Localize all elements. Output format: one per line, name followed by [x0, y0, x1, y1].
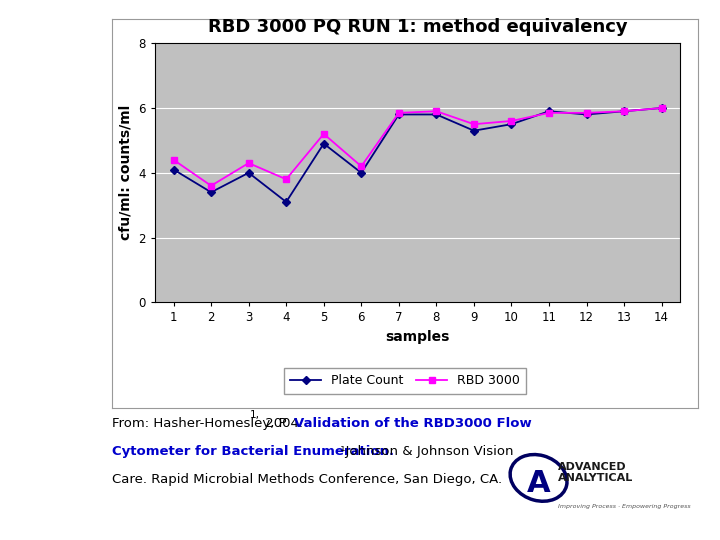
RBD 3000: [657, 105, 666, 111]
RBD 3000: [545, 110, 554, 116]
Plate Count: [244, 170, 253, 176]
RBD 3000: [244, 160, 253, 166]
Text: Improving Process · Empowering Progress: Improving Process · Empowering Progress: [558, 504, 690, 509]
Text: From: Hasher-Homesley, P.: From: Hasher-Homesley, P.: [112, 417, 288, 430]
Plate Count: [169, 166, 178, 173]
Text: ¹Johnson & Johnson Vision: ¹Johnson & Johnson Vision: [336, 446, 514, 458]
Plate Count: [582, 111, 591, 118]
RBD 3000: [169, 157, 178, 163]
Plate Count: [507, 121, 516, 127]
Plate Count: [545, 108, 554, 114]
RBD 3000: [207, 183, 215, 189]
Plate Count: [207, 189, 215, 195]
Plate Count: [320, 140, 328, 147]
RBD 3000: [395, 110, 403, 116]
Plate Count: [395, 111, 403, 118]
Text: Care. Rapid Microbial Methods Conference, San Diego, CA.: Care. Rapid Microbial Methods Conference…: [112, 472, 502, 485]
Line: RBD 3000: RBD 3000: [171, 105, 665, 189]
RBD 3000: [320, 131, 328, 137]
Plate Count: [282, 199, 291, 205]
Plate Count: [657, 105, 666, 111]
RBD 3000: [282, 176, 291, 183]
Plate Count: [432, 111, 441, 118]
Plate Count: [469, 127, 478, 134]
Text: Cytometer for Bacterial Enumeration.: Cytometer for Bacterial Enumeration.: [112, 446, 394, 458]
RBD 3000: [620, 108, 629, 114]
RBD 3000: [469, 121, 478, 127]
Text: 2004.: 2004.: [261, 417, 307, 430]
Y-axis label: cfu/ml: counts/ml: cfu/ml: counts/ml: [119, 105, 132, 240]
Text: A: A: [527, 469, 551, 498]
RBD 3000: [432, 108, 441, 114]
RBD 3000: [582, 110, 591, 116]
Plate Count: [620, 108, 629, 114]
Line: Plate Count: Plate Count: [171, 105, 665, 205]
Plate Count: [357, 170, 366, 176]
Text: ADVANCED
ANALYTICAL: ADVANCED ANALYTICAL: [558, 462, 634, 483]
RBD 3000: [357, 163, 366, 170]
RBD 3000: [507, 118, 516, 124]
Text: Validation of the RBD3000 Flow: Validation of the RBD3000 Flow: [294, 417, 531, 430]
Title: RBD 3000 PQ RUN 1: method equivalency: RBD 3000 PQ RUN 1: method equivalency: [208, 18, 627, 36]
X-axis label: samples: samples: [385, 330, 450, 344]
Text: 1,: 1,: [250, 410, 260, 421]
